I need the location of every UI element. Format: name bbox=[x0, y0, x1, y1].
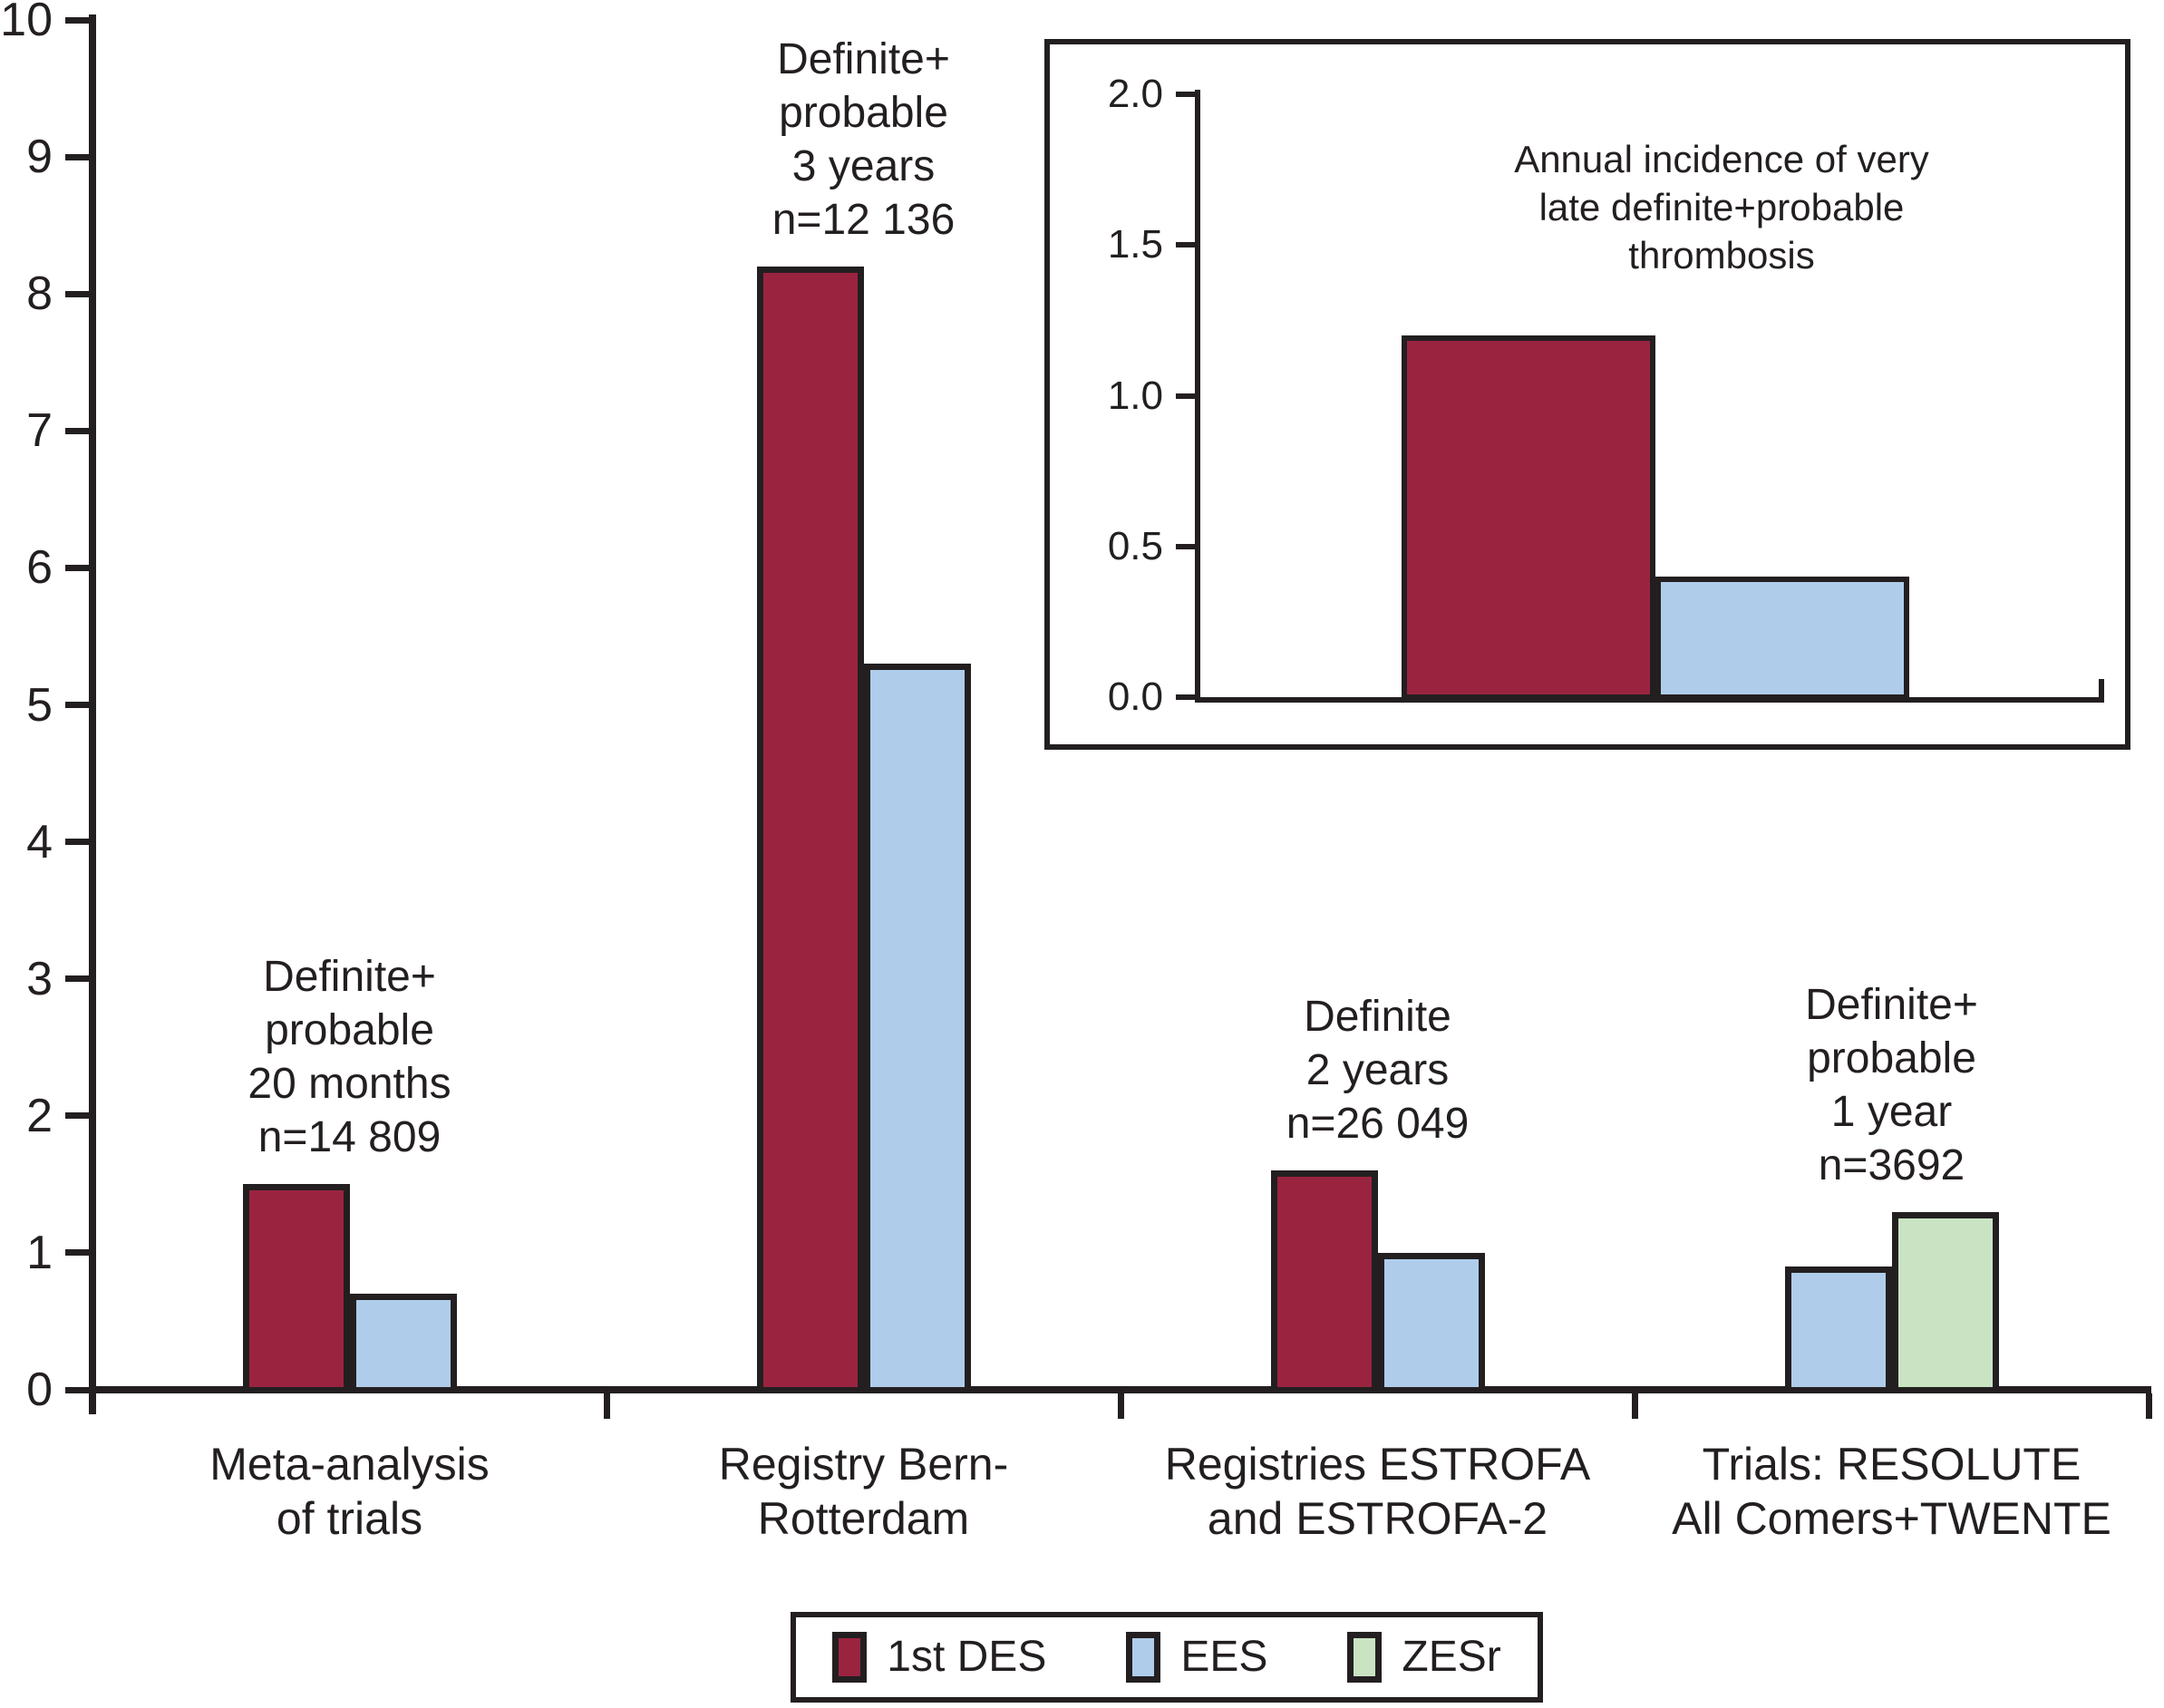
legend-label-1st-des: 1st DES bbox=[887, 1633, 1047, 1681]
inset-y-tick-1.0 bbox=[1176, 393, 1198, 399]
x-axis-line bbox=[89, 1386, 2151, 1393]
inset-y-tick-0.0 bbox=[1176, 694, 1198, 700]
y-tick-label-1: 1 bbox=[26, 1226, 53, 1279]
bar-ees-group-3 bbox=[1377, 1252, 1485, 1393]
y-tick-1 bbox=[65, 1249, 92, 1257]
y-tick-4 bbox=[65, 839, 92, 846]
y-axis-line bbox=[89, 15, 96, 1414]
bar-ees-group-2 bbox=[863, 664, 971, 1393]
x-tick-1 bbox=[603, 1393, 610, 1419]
category-label-group-3: Registries ESTROFA and ESTROFA-2 bbox=[1164, 1439, 1591, 1544]
annotation-group-3: Definite 2 years n=26 049 bbox=[1286, 993, 1470, 1149]
inset-y-tick-0.5 bbox=[1176, 543, 1198, 549]
legend-swatch-zesr bbox=[1347, 1632, 1383, 1683]
category-label-group-2: Registry Bern- Rotterdam bbox=[718, 1439, 1009, 1544]
y-tick-0 bbox=[65, 1386, 92, 1393]
y-tick-label-2: 2 bbox=[26, 1089, 53, 1142]
y-tick-6 bbox=[65, 564, 92, 571]
inset-x-axis-line bbox=[1195, 697, 2104, 703]
bar-ees-group-1 bbox=[349, 1294, 457, 1393]
y-tick-label-0: 0 bbox=[26, 1363, 53, 1416]
legend-label-zesr: ZESr bbox=[1402, 1633, 1501, 1681]
y-tick-label-10: 10 bbox=[0, 0, 53, 46]
y-tick-9 bbox=[65, 153, 92, 160]
annotation-group-2: Definite+ probable 3 years n=12 136 bbox=[771, 34, 956, 244]
inset-y-tick-label-1.5: 1.5 bbox=[1107, 222, 1163, 267]
inset-chart: Annual incidence of very late definite+pr… bbox=[1044, 39, 2130, 750]
legend-item-1st-des: 1st DES bbox=[832, 1632, 1046, 1683]
y-tick-label-3: 3 bbox=[26, 952, 53, 1005]
y-tick-label-5: 5 bbox=[26, 678, 53, 732]
category-label-group-4: Trials: RESOLUTE All Comers+TWENTE bbox=[1672, 1439, 2111, 1544]
x-tick-2 bbox=[1117, 1393, 1124, 1419]
inset-y-tick-label-1.0: 1.0 bbox=[1107, 373, 1163, 418]
inset-x-axis-end-tick bbox=[2099, 679, 2104, 703]
inset-title: Annual incidence of very late definite+pr… bbox=[1514, 138, 1929, 277]
legend-label-ees: EES bbox=[1180, 1633, 1268, 1681]
legend: 1st DES EES ZESr bbox=[791, 1612, 1543, 1703]
inset-y-tick-label-0.0: 0.0 bbox=[1107, 674, 1163, 719]
inset-bar-ees bbox=[1655, 577, 1909, 700]
y-tick-10 bbox=[65, 16, 92, 24]
y-tick-label-4: 4 bbox=[26, 815, 53, 869]
y-tick-label-7: 7 bbox=[26, 404, 53, 458]
legend-item-zesr: ZESr bbox=[1347, 1632, 1501, 1683]
category-label-group-1: Meta-analysis of trials bbox=[209, 1439, 490, 1544]
bar-1st-des-group-3 bbox=[1270, 1170, 1378, 1393]
x-tick-3 bbox=[1631, 1393, 1638, 1419]
x-tick-4 bbox=[2145, 1393, 2152, 1419]
inset-y-tick-label-2.0: 2.0 bbox=[1107, 72, 1163, 116]
annotation-group-1: Definite+ probable 20 months n=14 809 bbox=[247, 953, 451, 1162]
bar-ees-group-4 bbox=[1784, 1266, 1892, 1393]
y-tick-5 bbox=[65, 702, 92, 708]
legend-item-ees: EES bbox=[1126, 1632, 1267, 1683]
annotation-group-4: Definite+ probable 1 year n=3692 bbox=[1805, 980, 1978, 1189]
y-tick-label-8: 8 bbox=[26, 267, 53, 321]
bar-zesr-group-4 bbox=[1891, 1211, 1999, 1393]
y-tick-label-9: 9 bbox=[26, 131, 53, 184]
inset-y-tick-label-0.5: 0.5 bbox=[1107, 523, 1163, 568]
bar-1st-des-group-1 bbox=[242, 1184, 350, 1393]
y-tick-3 bbox=[65, 975, 92, 983]
inset-y-tick-2.0 bbox=[1176, 92, 1198, 97]
inset-y-axis-line bbox=[1195, 90, 1200, 703]
inset-bar-1st-des bbox=[1402, 335, 1655, 700]
inset-y-tick-1.5 bbox=[1176, 242, 1198, 248]
bar-1st-des-group-2 bbox=[756, 266, 864, 1393]
y-tick-8 bbox=[65, 290, 92, 297]
y-tick-7 bbox=[65, 427, 92, 434]
legend-swatch-1st-des bbox=[832, 1632, 868, 1683]
y-tick-2 bbox=[65, 1112, 92, 1120]
y-tick-label-6: 6 bbox=[26, 541, 53, 595]
legend-swatch-ees bbox=[1126, 1632, 1161, 1683]
